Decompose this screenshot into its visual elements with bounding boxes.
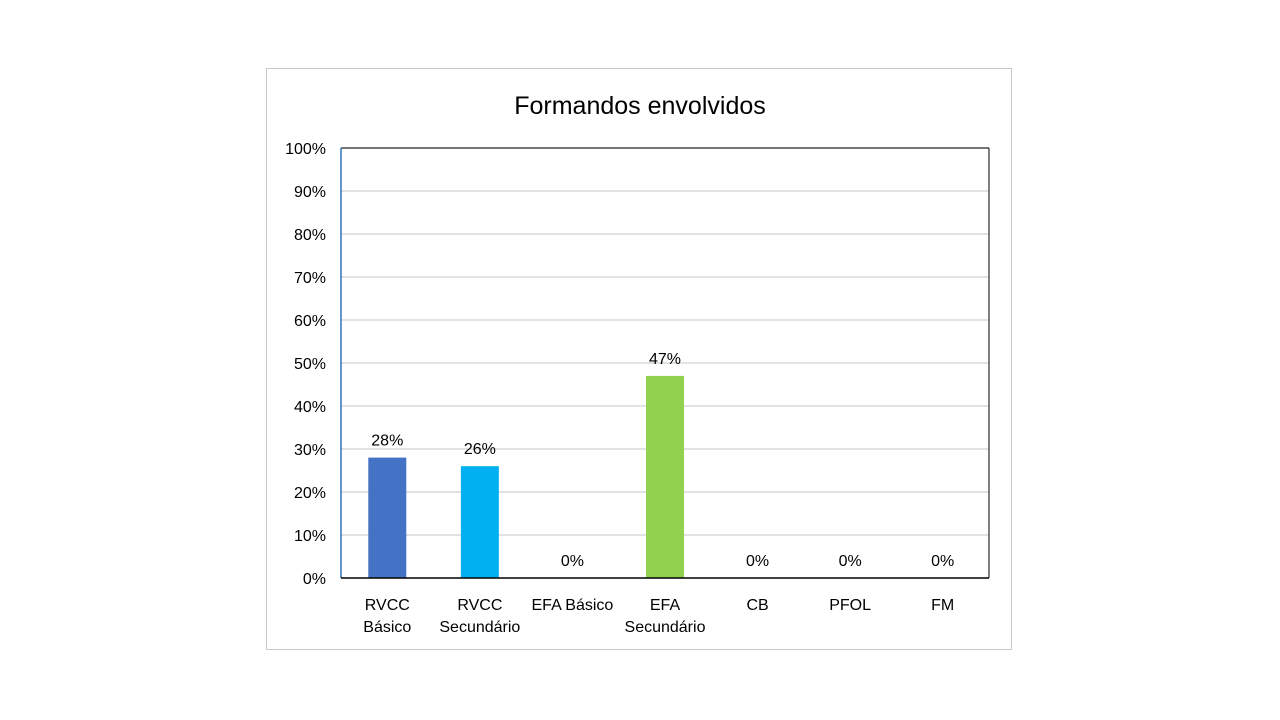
y-tick-label: 50% xyxy=(294,356,326,373)
x-category-label: FM xyxy=(931,597,954,614)
chart-title: Formandos envolvidos xyxy=(514,92,766,120)
data-label: 26% xyxy=(464,441,496,458)
y-tick-label: 0% xyxy=(303,571,326,588)
y-tick-label: 10% xyxy=(294,528,326,545)
x-category-label: EFA Básico xyxy=(532,597,614,614)
x-category-label: RVCC Básico xyxy=(363,597,411,636)
y-tick-label: 20% xyxy=(294,485,326,502)
bar xyxy=(460,466,499,578)
data-label: 47% xyxy=(649,351,681,368)
y-tick-label: 80% xyxy=(294,227,326,244)
x-category-label: CB xyxy=(746,597,768,614)
chart-container: Formandos envolvidos 0% 10% 20% 30% 40% 50% 60… xyxy=(266,68,1012,650)
data-label: 0% xyxy=(746,553,769,570)
y-tick-label: 30% xyxy=(294,442,326,459)
y-axis-ticks: 0% 10% 20% 30% 40% 50% 60% 70% 80% 90% 100% xyxy=(285,141,326,588)
y-tick-label: 90% xyxy=(294,184,326,201)
data-label: 0% xyxy=(561,553,584,570)
x-category-label: PFOL xyxy=(829,597,871,614)
data-label: 0% xyxy=(839,553,862,570)
bars xyxy=(368,375,684,578)
bar xyxy=(368,457,407,578)
y-tick-label: 70% xyxy=(294,270,326,287)
x-axis-categories: RVCC Básico RVCC Secundário EFA Básico EFA Sec… xyxy=(363,597,954,636)
y-tick-label: 100% xyxy=(285,141,326,158)
axes xyxy=(340,147,990,579)
bar-chart: Formandos envolvidos 0% 10% 20% 30% 40% 50% 60… xyxy=(285,92,990,636)
y-tick-label: 60% xyxy=(294,313,326,330)
x-category-label: RVCC Secundário xyxy=(439,597,520,636)
data-label: 28% xyxy=(371,433,403,450)
x-category-label: EFA Secundário xyxy=(625,597,706,636)
bar xyxy=(646,375,684,578)
data-label: 0% xyxy=(931,553,954,570)
y-tick-label: 40% xyxy=(294,399,326,416)
data-labels: 28% 26% 0% 47% 0% 0% 0% xyxy=(371,351,954,570)
